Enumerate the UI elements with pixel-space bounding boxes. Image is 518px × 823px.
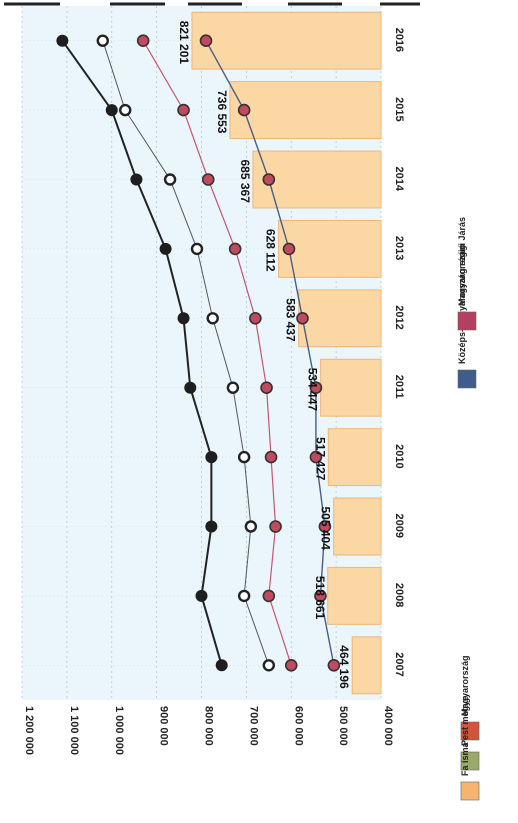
value-tick-label: 600 000 bbox=[292, 706, 304, 746]
series-point bbox=[296, 311, 309, 325]
year-tick-label: 2008 bbox=[393, 583, 405, 607]
data-label: 628 112 bbox=[264, 229, 278, 272]
legend-swatch bbox=[457, 369, 477, 389]
series-point bbox=[226, 381, 240, 394]
legend-swatch bbox=[460, 751, 480, 771]
data-labels: 464 196 518 661 505 404 517 427 534 447 583 4… bbox=[177, 21, 351, 689]
value-tick-label: 900 000 bbox=[158, 706, 170, 746]
bar bbox=[278, 219, 382, 278]
series-point bbox=[177, 103, 190, 117]
series-point bbox=[262, 173, 276, 186]
series-point bbox=[314, 589, 327, 603]
year-tick-label: 2016 bbox=[393, 28, 405, 52]
year-tick-label: 2013 bbox=[393, 236, 405, 260]
series-line bbox=[142, 40, 292, 666]
series-point bbox=[159, 242, 172, 255]
value-tick-label: 1 100 000 bbox=[68, 706, 80, 755]
series-point bbox=[177, 312, 190, 325]
bar bbox=[229, 81, 382, 140]
series-point bbox=[318, 520, 332, 533]
year-tick-label: 2007 bbox=[393, 652, 405, 676]
series-point bbox=[269, 520, 282, 533]
value-tick-label: 800 000 bbox=[203, 706, 215, 746]
legend-label: Fa isma bbox=[460, 741, 470, 776]
data-label: 685 367 bbox=[238, 160, 252, 204]
series-point bbox=[309, 450, 323, 464]
series-point bbox=[228, 242, 242, 256]
year-tick-label: 2012 bbox=[393, 305, 405, 329]
bar bbox=[333, 497, 382, 556]
data-label: 464 196 bbox=[337, 645, 351, 689]
series-point bbox=[262, 589, 276, 603]
bar bbox=[320, 358, 382, 417]
series-point bbox=[190, 242, 204, 256]
line-series bbox=[56, 34, 341, 672]
value-tick-label: 1 000 000 bbox=[113, 706, 125, 755]
series-point bbox=[260, 381, 273, 395]
series-point bbox=[249, 311, 262, 325]
legend-label: Pest megye bbox=[460, 696, 470, 746]
series-point bbox=[184, 381, 197, 394]
series-point bbox=[130, 173, 143, 186]
series-point bbox=[205, 520, 218, 533]
bar bbox=[327, 428, 382, 487]
series-point bbox=[309, 381, 323, 395]
data-label: 505 404 bbox=[319, 507, 333, 551]
data-label: 736 553 bbox=[215, 90, 229, 134]
year-axis-ticks: 2007 2008 2009 2010 2011 2012 2013 2014 2015 2016 bbox=[393, 28, 405, 677]
series-point bbox=[282, 242, 296, 256]
series-point bbox=[96, 34, 109, 47]
value-tick-label: 500 000 bbox=[337, 706, 349, 746]
legend-swatch bbox=[457, 311, 477, 331]
series-point bbox=[199, 34, 213, 48]
value-tick-label: 1 200 000 bbox=[23, 706, 35, 755]
series-point bbox=[284, 658, 298, 672]
data-label: 534 447 bbox=[306, 368, 320, 412]
data-label: 583 437 bbox=[284, 298, 298, 342]
series-point bbox=[195, 589, 208, 602]
series-line bbox=[61, 40, 223, 666]
series-point bbox=[56, 34, 69, 47]
series-point bbox=[237, 450, 251, 464]
legend-swatch bbox=[460, 721, 480, 741]
year-tick-label: 2010 bbox=[393, 444, 405, 468]
series-point bbox=[215, 659, 228, 672]
year-tick-label: 2011 bbox=[393, 375, 405, 399]
data-label: 517 427 bbox=[313, 437, 327, 481]
series-point bbox=[136, 34, 150, 48]
legend-swatch bbox=[460, 781, 480, 801]
series-point bbox=[262, 659, 276, 672]
series-line bbox=[102, 40, 270, 666]
series-point bbox=[206, 312, 219, 325]
bar bbox=[191, 11, 382, 70]
series-point bbox=[119, 103, 132, 117]
legend-label: Középs-Magyarország régió bbox=[457, 243, 467, 364]
legend-label: Magyarországi Járás bbox=[457, 217, 467, 306]
bar bbox=[298, 289, 382, 348]
series-point bbox=[264, 450, 278, 464]
year-tick-label: 2009 bbox=[393, 514, 405, 538]
bar bbox=[351, 636, 382, 695]
legend-label: Magyarország bbox=[460, 655, 470, 716]
year-tick-label: 2014 bbox=[393, 167, 405, 192]
series-point bbox=[205, 451, 218, 464]
series-point bbox=[237, 589, 251, 603]
series-point bbox=[237, 103, 251, 117]
series-point bbox=[244, 520, 258, 533]
value-tick-label: 700 000 bbox=[247, 706, 259, 746]
data-label: 821 201 bbox=[177, 21, 191, 65]
series-point bbox=[201, 173, 215, 186]
year-tick-label: 2015 bbox=[393, 97, 405, 121]
data-label: 518 661 bbox=[313, 576, 327, 620]
series-point bbox=[327, 658, 341, 672]
series-point bbox=[163, 173, 177, 186]
value-tick-label: 400 000 bbox=[382, 706, 394, 746]
series-point bbox=[105, 104, 118, 117]
series-line bbox=[205, 40, 335, 666]
value-axis-ticks: 400 000 500 000 600 000 700 000 800 000 900 0… bbox=[23, 706, 394, 755]
bar bbox=[327, 566, 382, 625]
